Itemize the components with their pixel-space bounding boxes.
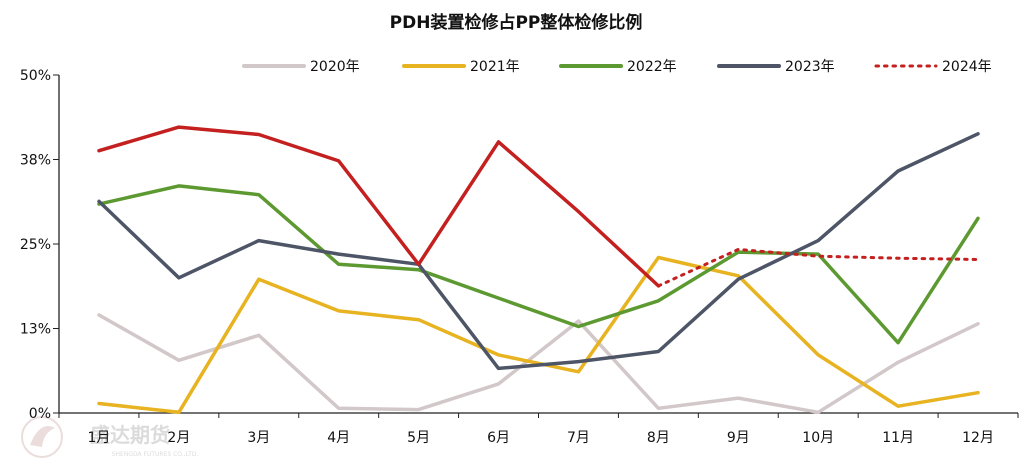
legend-label: 2023年 — [785, 59, 835, 75]
x-tick-label: 9月 — [727, 430, 750, 446]
legend-label: 2022年 — [627, 59, 677, 75]
legend: 2020年 2021年 2022年 2023年 2024年 — [242, 59, 992, 75]
x-tick-label: 1月 — [87, 430, 110, 446]
series-2024-line — [97, 125, 661, 288]
x-tick-label: 7月 — [567, 430, 590, 446]
x-tick-label: 6月 — [487, 430, 510, 446]
series-layer — [97, 125, 980, 415]
watermark-brand-text: 盛达期货 — [90, 423, 170, 447]
company-logo-watermark: 盛达期货 SHENGDA FUTURES CO.,LTD. — [21, 416, 199, 458]
series-2024-projection-line — [656, 247, 980, 288]
watermark-sub-text: SHENGDA FUTURES CO.,LTD. — [112, 451, 199, 458]
y-tick-label: 0% — [29, 406, 51, 422]
legend-label: 2024年 — [942, 59, 992, 75]
y-tick-label: 13% — [20, 322, 51, 338]
y-tick-label: 25% — [20, 237, 51, 253]
x-tick-label: 5月 — [407, 430, 430, 446]
legend-label: 2020年 — [310, 59, 360, 75]
series-2021-line — [97, 255, 980, 415]
series-2022-line — [97, 184, 980, 345]
legend-label: 2021年 — [470, 59, 520, 75]
chart-title: PDH装置检修占PP整体检修比例 — [389, 13, 643, 33]
y-tick-label: 50% — [20, 68, 51, 84]
axes: 0% 13% 25% 38% 50% 1月 2月 3月 4月 5月 6月 7月 8月 9月 10月 11月 12… — [20, 68, 1019, 446]
series-2020-line — [97, 313, 980, 415]
x-tick-label: 10月 — [802, 430, 834, 446]
x-tick-label: 11月 — [882, 430, 914, 446]
x-tick-label: 8月 — [647, 430, 670, 446]
x-tick-label: 2月 — [167, 430, 190, 446]
series-2023-line — [97, 132, 980, 371]
y-tick-label: 38% — [20, 153, 51, 169]
x-tick-label: 12月 — [962, 430, 994, 446]
x-tick-label: 4月 — [327, 430, 350, 446]
x-tick-label: 3月 — [247, 430, 270, 446]
